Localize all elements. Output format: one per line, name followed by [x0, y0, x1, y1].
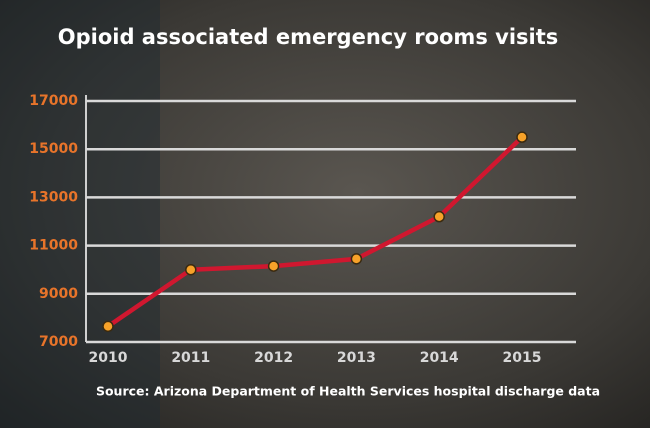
- y-tick-label: 11000: [29, 238, 78, 254]
- data-point: [267, 260, 280, 272]
- y-tick-label: 13000: [29, 189, 78, 205]
- x-tick-label: 2014: [420, 350, 459, 366]
- chart-title: Opioid associated emergency rooms visits: [58, 25, 559, 49]
- x-tick-label: 2013: [337, 350, 376, 366]
- data-point: [102, 320, 114, 333]
- data-point: [516, 131, 528, 143]
- x-tick-label: 2015: [503, 350, 542, 366]
- x-tick-label: 2010: [89, 350, 128, 366]
- y-tick-label: 17000: [29, 93, 78, 109]
- data-point: [185, 263, 197, 276]
- data-point: [433, 210, 445, 223]
- y-tick-label: 15000: [29, 141, 78, 157]
- background-shade: [0, 0, 160, 428]
- y-tick-label: 7000: [39, 334, 78, 350]
- data-point: [350, 253, 363, 265]
- x-tick-label: 2012: [254, 350, 293, 366]
- x-tick-label: 2011: [171, 350, 210, 366]
- source-note: Source: Arizona Department of Health Ser…: [96, 384, 600, 399]
- series-line: [105, 134, 525, 329]
- y-tick-label: 9000: [39, 286, 78, 302]
